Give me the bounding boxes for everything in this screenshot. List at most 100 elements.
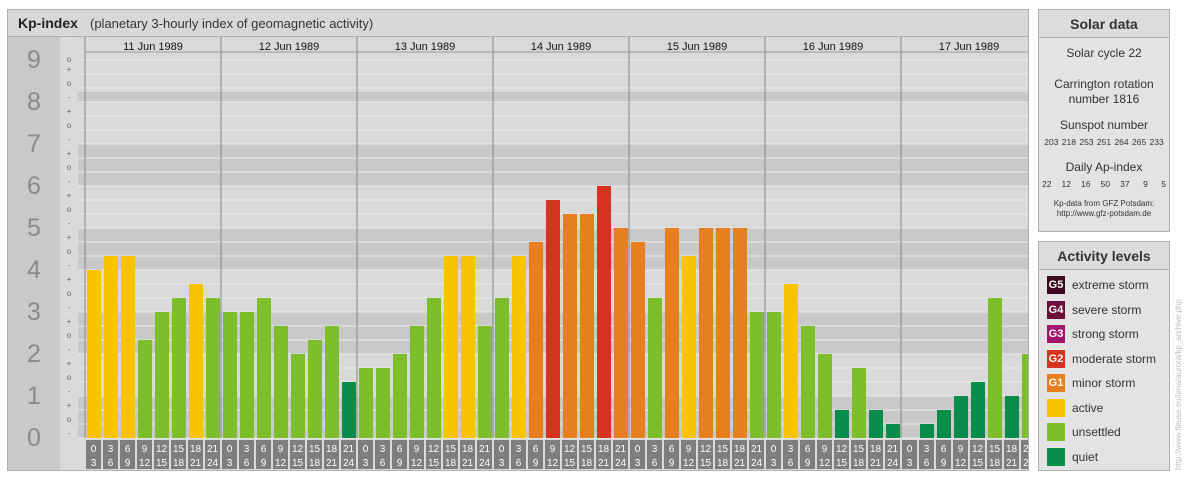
time-slot-start: 6 <box>533 444 539 455</box>
time-slot-end: 3 <box>771 458 777 469</box>
time-slot-start: 21 <box>615 444 627 455</box>
time-slot-end: 24 <box>479 458 491 469</box>
time-slot-end: 21 <box>462 458 474 469</box>
sub-tick-label: o <box>67 55 72 64</box>
kp-bar <box>223 312 237 438</box>
time-slot-start: 18 <box>326 444 338 455</box>
sub-tick-label: + <box>67 191 72 200</box>
kp-bar <box>716 228 730 438</box>
time-slot-end: 6 <box>924 458 930 469</box>
sub-tick-label: - <box>68 303 71 312</box>
time-slot-box <box>103 440 118 469</box>
legend-label: unsettled <box>1072 425 1121 439</box>
carrington-line-2: number 1816 <box>1068 92 1140 106</box>
time-slot-start: 6 <box>805 444 811 455</box>
time-slot-box <box>834 440 849 469</box>
kp-bar <box>682 256 696 438</box>
time-slot-start: 15 <box>989 444 1001 455</box>
time-slot-start: 12 <box>972 444 984 455</box>
kp-bar <box>699 228 713 438</box>
time-slot-start: 9 <box>550 444 556 455</box>
time-slot-box <box>256 440 271 469</box>
time-slot-end: 18 <box>853 458 865 469</box>
sunspot-title: Sunspot number <box>1059 118 1149 132</box>
y-tick-label: 0 <box>27 424 41 452</box>
chart-title: Kp-index <box>18 15 78 31</box>
time-slot-start: 12 <box>292 444 304 455</box>
time-slot-box <box>460 440 475 469</box>
time-slot-end: 3 <box>363 458 369 469</box>
kp-bar <box>767 312 781 438</box>
time-slot-end: 21 <box>870 458 882 469</box>
kp-bar <box>206 298 220 438</box>
kp-bar <box>342 382 356 438</box>
time-slot-box <box>885 440 900 469</box>
time-slot-start: 9 <box>958 444 964 455</box>
time-slot-box <box>409 440 424 469</box>
time-slot-end: 3 <box>227 458 233 469</box>
time-slot-start: 9 <box>278 444 284 455</box>
kp-credit-line-1: Kp-data from GFZ Potsdam: <box>1053 199 1155 208</box>
time-slot-end: 24 <box>887 458 899 469</box>
time-slot-end: 12 <box>955 458 967 469</box>
time-slot-start: 0 <box>635 444 641 455</box>
time-slot-start: 18 <box>734 444 746 455</box>
kp-bar <box>104 256 118 438</box>
time-slot-start: 12 <box>836 444 848 455</box>
time-slot-end: 18 <box>445 458 457 469</box>
time-slot-end: 12 <box>275 458 287 469</box>
time-slot-start: 6 <box>397 444 403 455</box>
time-slot-start: 3 <box>924 444 930 455</box>
sub-tick-label: + <box>67 149 72 158</box>
time-slot-end: 9 <box>533 458 539 469</box>
kp-bar <box>818 354 832 438</box>
sub-tick-label: o <box>67 121 72 130</box>
time-slot-end: 24 <box>1023 458 1028 469</box>
time-slot-end: 6 <box>788 458 794 469</box>
time-slot-box <box>188 440 203 469</box>
time-slot-box <box>341 440 356 469</box>
day-label: 13 Jun 1989 <box>395 41 456 53</box>
day-label: 17 Jun 1989 <box>939 41 1000 53</box>
time-slot-start: 21 <box>1023 444 1028 455</box>
kp-bar <box>750 312 764 438</box>
time-slot-start: 9 <box>822 444 828 455</box>
time-slot-start: 9 <box>142 444 148 455</box>
kp-chart-panel: Kp-index (planetary 3-hourly index of ge… <box>7 9 1029 471</box>
time-slot-box <box>562 440 577 469</box>
kp-bar <box>325 325 339 438</box>
time-slot-box <box>613 440 628 469</box>
sunspot-values: 203 218 253 251 264 265 233 <box>1044 137 1164 147</box>
solar-data-panel: Solar data Solar cycle 22 Carrington rot… <box>1038 9 1170 232</box>
legend-label: strong storm <box>1072 327 1139 341</box>
sub-tick-label: o <box>67 205 72 214</box>
legend-label: moderate storm <box>1072 351 1157 366</box>
time-slot-box <box>596 440 611 469</box>
activity-levels-title: Activity levels <box>1039 242 1169 270</box>
time-slot-box <box>817 440 832 469</box>
kp-bar <box>1022 354 1028 438</box>
kp-bar <box>988 298 1002 438</box>
sub-tick-label: o <box>67 415 72 424</box>
time-slot-end: 24 <box>343 458 355 469</box>
sub-tick-label: + <box>67 317 72 326</box>
kp-bar <box>920 424 934 438</box>
time-slot-start: 3 <box>380 444 386 455</box>
time-slot-end: 3 <box>91 458 97 469</box>
time-slot-box <box>375 440 390 469</box>
time-slot-start: 21 <box>751 444 763 455</box>
time-slot-start: 0 <box>907 444 913 455</box>
time-slot-end: 6 <box>108 458 114 469</box>
legend-swatch <box>1047 447 1065 466</box>
sub-tick-label: - <box>68 177 71 186</box>
y-tick-label: 4 <box>27 256 41 284</box>
time-slot-end: 3 <box>635 458 641 469</box>
time-slot-start: 21 <box>479 444 491 455</box>
time-slot-box <box>715 440 730 469</box>
time-slot-start: 12 <box>428 444 440 455</box>
kp-bar <box>427 298 441 438</box>
time-slot-end: 9 <box>261 458 267 469</box>
solar-cycle: Solar cycle 22 <box>1066 46 1142 60</box>
time-slot-box <box>324 440 339 469</box>
time-slot-box <box>154 440 169 469</box>
